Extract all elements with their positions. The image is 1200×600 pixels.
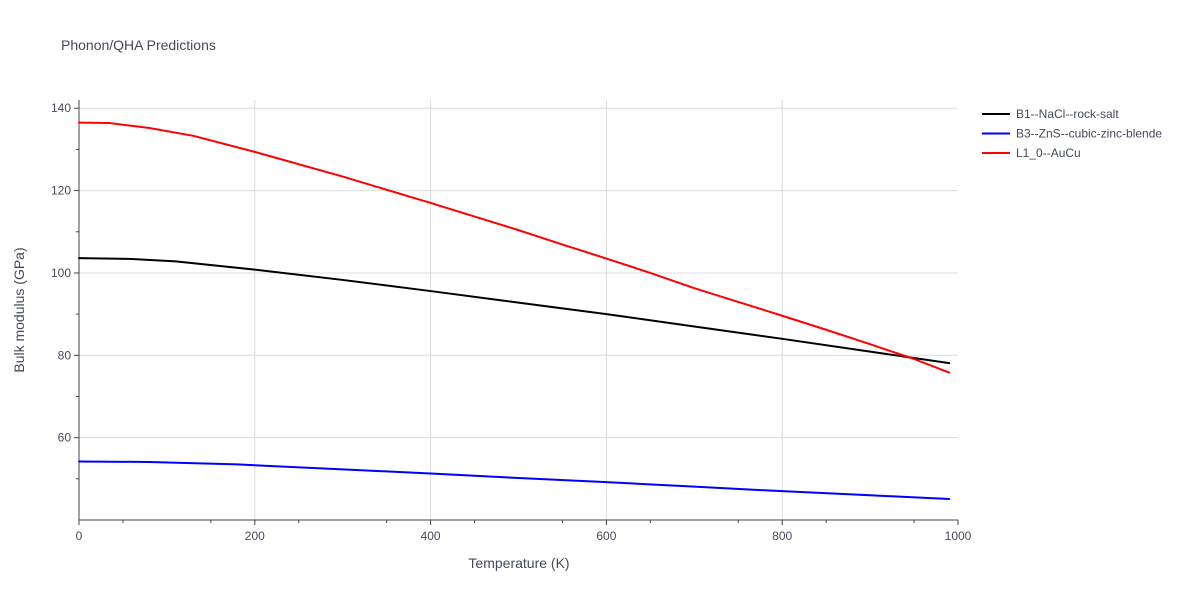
x-tick-label: 0 xyxy=(76,529,83,543)
x-axis-title: Temperature (K) xyxy=(468,555,569,571)
legend-item[interactable]: L1_0--AuCu xyxy=(982,146,1081,160)
series-line-1 xyxy=(78,257,951,365)
legend-label: L1_0--AuCu xyxy=(1016,146,1081,160)
x-tick-label: 600 xyxy=(596,529,616,543)
y-tick-label: 140 xyxy=(51,101,71,115)
legend-item[interactable]: B3--ZnS--cubic-zinc-blende xyxy=(982,127,1162,141)
legend[interactable]: B1--NaCl--rock-salt B3--ZnS--cubic-zinc-b… xyxy=(982,107,1162,160)
y-tick-label: 100 xyxy=(51,266,71,280)
legend-label: B3--ZnS--cubic-zinc-blende xyxy=(1016,127,1162,141)
chart-title: Phonon/QHA Predictions xyxy=(61,37,216,53)
legend-label: B1--NaCl--rock-salt xyxy=(1016,107,1119,121)
x-tick-label: 400 xyxy=(421,529,441,543)
series-line-3 xyxy=(78,121,951,374)
series-line-2 xyxy=(78,460,951,500)
gridlines xyxy=(79,100,958,520)
legend-item[interactable]: B1--NaCl--rock-salt xyxy=(982,107,1119,121)
series-lines xyxy=(78,121,951,500)
x-tick-label: 800 xyxy=(772,529,792,543)
y-axis-title: Bulk modulus (GPa) xyxy=(11,247,27,372)
y-tick-label: 120 xyxy=(51,184,71,198)
x-tick-label: 1000 xyxy=(945,529,972,543)
x-tick-label: 200 xyxy=(245,529,265,543)
y-tick-label: 60 xyxy=(58,431,72,445)
axes: 0 200 400 600 800 1000 60 80 100 120 140 xyxy=(51,100,972,543)
y-tick-label: 80 xyxy=(58,348,72,362)
